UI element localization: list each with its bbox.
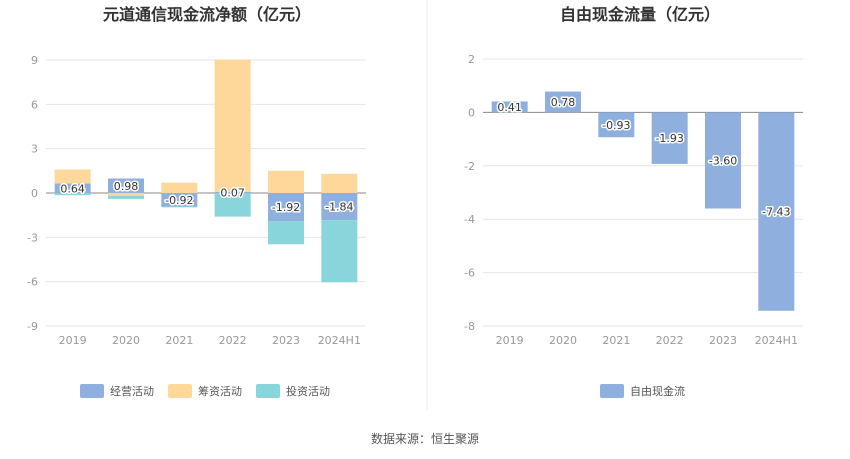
y-tick-label: -2	[464, 160, 475, 173]
y-tick-label: -8	[464, 320, 475, 333]
x-tick-label: 2021	[165, 334, 193, 347]
x-tick-label: 2023	[709, 334, 737, 347]
bar-筹资活动-2019	[54, 169, 91, 184]
y-tick-label: -6	[464, 267, 475, 280]
bar-投资活动-2019	[54, 193, 91, 196]
bar-经营活动-2019	[54, 183, 91, 193]
bar-自由现金流-2019	[491, 101, 528, 113]
bar-筹资活动-2020	[108, 193, 144, 196]
legend-label: 投资活动	[286, 384, 330, 398]
y-tick-label: 3	[31, 143, 38, 156]
x-tick-label: 2019	[496, 334, 524, 347]
bar-自由现金流-2023	[705, 112, 741, 209]
x-tick-label: 2022	[656, 334, 684, 347]
chart-title: 自由现金流量（亿元）	[560, 5, 720, 24]
bar-经营活动-2022	[214, 191, 251, 193]
x-tick-label: 2020	[549, 334, 577, 347]
y-tick-label: 9	[31, 54, 38, 67]
bar-投资活动-2020	[108, 195, 144, 199]
bar-自由现金流-2021	[598, 112, 635, 138]
x-tick-label: 2024H1	[318, 334, 361, 347]
bar-经营活动-2023	[268, 193, 304, 222]
y-tick-label: -6	[27, 276, 38, 289]
cash-flow-net-chart: 元道通信现金流净额（亿元） 9 6 3 0 -3 -6 -9 2019 2020 2021 2022 2…	[27, 5, 366, 398]
y-tick-label: -4	[464, 213, 475, 226]
source-note: 数据来源：恒生聚源	[371, 431, 479, 446]
x-tick-label: 2019	[59, 334, 87, 347]
bar-自由现金流-2024H1	[758, 112, 795, 311]
bar-投资活动-2021	[161, 206, 198, 208]
bar-经营活动-2020	[108, 178, 144, 193]
bar-投资活动-2022	[214, 193, 251, 217]
data-label: -0.92	[165, 194, 193, 207]
data-label: 0.98	[114, 180, 139, 193]
bar-经营活动-2024H1	[321, 193, 358, 221]
data-label: 0.64	[60, 182, 85, 195]
x-tick-label: 2024H1	[755, 334, 798, 347]
y-tick-label: 2	[468, 53, 475, 66]
legend-swatch	[80, 384, 104, 398]
legend-label: 经营活动	[110, 384, 154, 398]
y-tick-label: -3	[27, 231, 38, 244]
data-label: 0.78	[551, 96, 576, 109]
data-label: 0.07	[220, 186, 245, 199]
x-tick-label: 2022	[219, 334, 247, 347]
legend-label: 筹资活动	[198, 384, 242, 398]
data-label: -0.93	[602, 119, 630, 132]
legend-label: 自由现金流	[630, 384, 685, 398]
y-tick-label: 0	[468, 106, 475, 119]
x-tick-label: 2021	[602, 334, 630, 347]
bar-投资活动-2023	[268, 221, 304, 245]
y-tick-label: -9	[27, 320, 38, 333]
bar-筹资活动-2023	[268, 170, 304, 193]
bar-筹资活动-2024H1	[321, 173, 358, 193]
free-cash-flow-chart: 自由现金流量（亿元） 2 0 -2 -4 -6 -8 2019 2020 2021 2022 2023…	[464, 5, 803, 398]
y-tick-label: 6	[31, 98, 38, 111]
legend-swatch	[256, 384, 280, 398]
bar-筹资活动-2022	[214, 59, 251, 192]
bar-自由现金流-2022	[651, 112, 688, 164]
chart-title: 元道通信现金流净额（亿元）	[103, 5, 311, 24]
bar-自由现金流-2020	[545, 91, 581, 113]
bar-投资活动-2024H1	[321, 220, 358, 283]
x-tick-label: 2020	[112, 334, 140, 347]
data-label: -1.84	[325, 201, 353, 214]
data-label: -1.92	[272, 201, 300, 214]
data-label: -7.43	[762, 206, 790, 219]
bar-筹资活动-2021	[161, 182, 198, 193]
y-tick-label: 0	[31, 187, 38, 200]
legend-swatch	[600, 384, 624, 398]
data-label: 0.41	[497, 101, 522, 114]
data-label: -1.93	[655, 132, 683, 145]
bar-经营活动-2021	[161, 193, 198, 207]
data-label: -3.60	[709, 154, 737, 167]
x-tick-label: 2023	[272, 334, 300, 347]
legend-swatch	[168, 384, 192, 398]
